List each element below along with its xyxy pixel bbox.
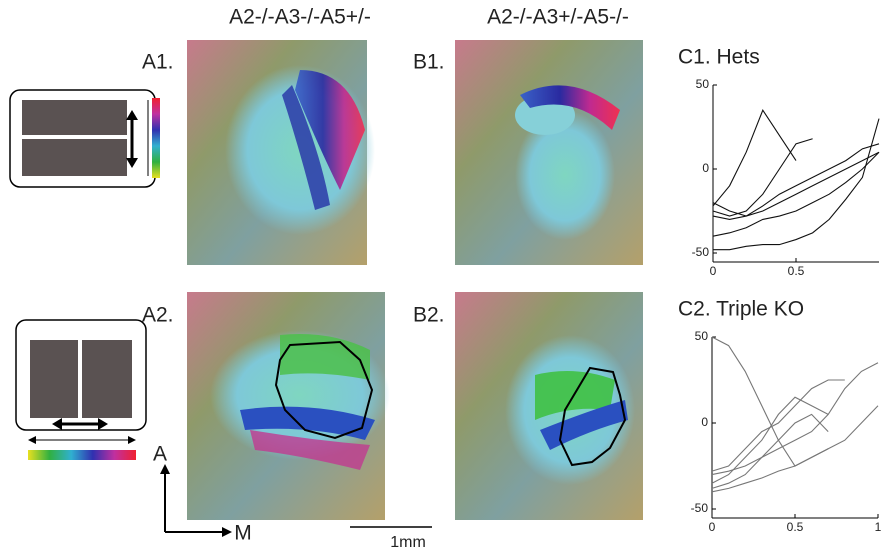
x-tick-label: 0.5 xyxy=(788,264,805,278)
panel-label: A1. xyxy=(142,51,174,74)
orientation-arrows xyxy=(160,464,232,537)
chart-title: C2. Triple KO xyxy=(678,298,804,321)
trace xyxy=(712,143,880,217)
inset-bottom xyxy=(15,319,147,460)
y-tick-label: 50 xyxy=(696,77,710,91)
axis-letter: A xyxy=(153,443,167,466)
y-tick-label: 0 xyxy=(701,415,708,429)
panel-label: B1. xyxy=(413,51,445,74)
inset-top xyxy=(9,89,160,188)
y-tick-label: -50 xyxy=(691,501,709,515)
chart-title: C1. Hets xyxy=(678,46,760,69)
trace xyxy=(712,151,880,237)
trace xyxy=(711,413,829,489)
y-tick-label: -50 xyxy=(692,245,710,259)
x-tick-label: 0 xyxy=(709,520,716,534)
map-a2 xyxy=(187,292,390,520)
trace xyxy=(711,396,829,484)
map-b2 xyxy=(455,292,643,520)
trace xyxy=(711,336,829,467)
column-title: A2-/-A3-/-A5+/- xyxy=(229,6,371,29)
map-a1 xyxy=(187,40,375,265)
y-tick-label: 0 xyxy=(702,161,709,175)
trace xyxy=(712,151,880,220)
column-title: A2-/-A3+/-A5-/- xyxy=(487,6,629,29)
panel-label: A2. xyxy=(142,304,174,327)
trace xyxy=(711,379,845,472)
trace xyxy=(712,109,797,207)
map-b1 xyxy=(455,40,643,265)
y-tick-label: 50 xyxy=(695,329,709,343)
trace xyxy=(713,118,880,251)
x-tick-label: 0.5 xyxy=(787,520,804,534)
axis-letter: M xyxy=(234,522,252,545)
trace xyxy=(712,138,813,217)
x-tick-label: 0 xyxy=(710,264,717,278)
x-tick-label: 1 xyxy=(875,520,882,534)
scale-label: 1mm xyxy=(390,534,426,551)
trace xyxy=(711,405,879,493)
trace xyxy=(711,362,879,476)
panel-label: B2. xyxy=(413,304,445,327)
